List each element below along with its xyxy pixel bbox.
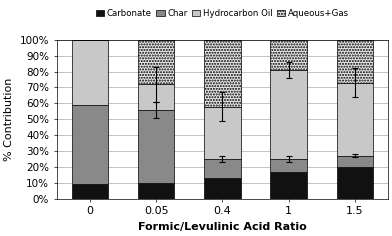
Bar [204,106,241,159]
Bar [337,167,373,199]
Bar [204,159,241,178]
Bar [204,40,241,106]
Bar [270,70,307,159]
Y-axis label: % Contribution: % Contribution [4,78,14,161]
Legend: Carbonate, Char, Hydrocarbon Oil, Aqueous+Gas: Carbonate, Char, Hydrocarbon Oil, Aqueou… [96,9,349,18]
Bar [72,40,108,105]
Bar [204,178,241,199]
Bar [337,83,373,156]
Bar [270,159,307,172]
Bar [138,110,174,183]
Bar [270,172,307,199]
Bar [337,40,373,83]
Bar [337,156,373,167]
Bar [138,84,174,110]
Bar [72,184,108,199]
X-axis label: Formic/Levulinic Acid Ratio: Formic/Levulinic Acid Ratio [138,222,307,232]
Bar [138,40,174,84]
Bar [138,183,174,199]
Bar [72,105,108,184]
Bar [270,40,307,70]
